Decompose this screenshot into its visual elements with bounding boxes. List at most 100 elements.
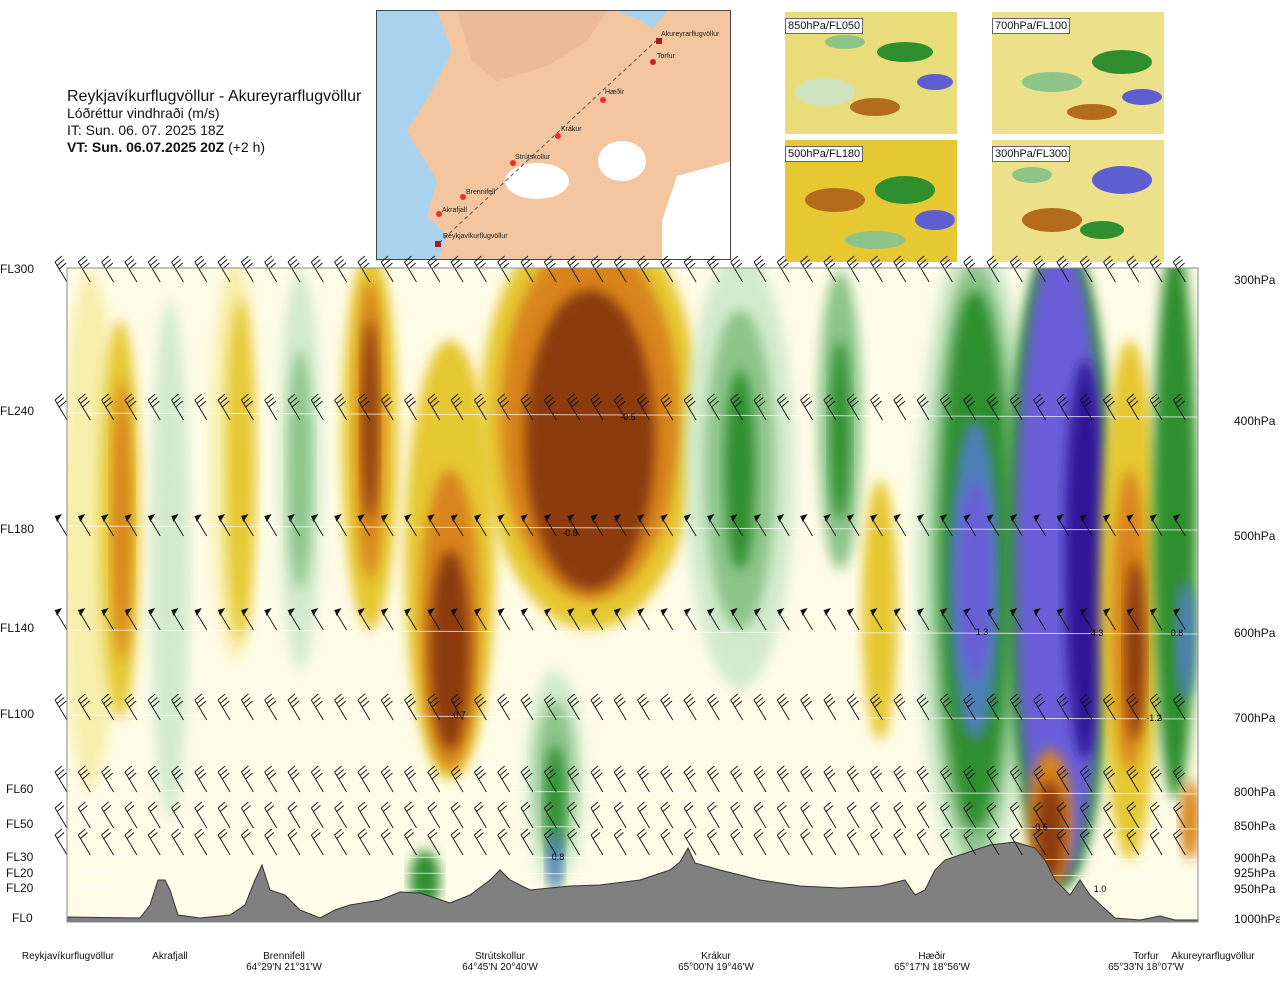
wind-barb	[1149, 801, 1163, 829]
terrain-profile	[66, 841, 1199, 923]
wind-barb	[916, 393, 930, 421]
thumbnail-700[interactable]: 700hPa/FL100	[992, 12, 1164, 134]
wind-barb	[730, 514, 744, 537]
wind-barb	[776, 828, 790, 856]
wind-barb	[940, 828, 953, 856]
wind-barb	[1079, 608, 1093, 631]
waypoint-label: Reykjavíkurflugvöllur	[22, 951, 114, 962]
velocity-contour	[150, 300, 190, 820]
level-label-left: FL180	[0, 522, 35, 536]
wind-barb	[1103, 801, 1116, 829]
wind-barb	[147, 801, 161, 829]
wind-barb	[54, 393, 68, 421]
value-label: 1.0	[1094, 884, 1107, 894]
map-label-reykjavik: Reykjavíkurflugvöllur	[443, 233, 508, 240]
velocity-contour	[226, 300, 254, 640]
pressure-line	[67, 412, 1198, 418]
waypoint-label: Krákur 65°00'N 19°46'W	[678, 951, 754, 973]
wind-barb	[1126, 828, 1140, 856]
wind-barb	[1103, 828, 1116, 856]
wind-barb	[450, 608, 464, 631]
level-label-right: 300hPa	[1234, 273, 1276, 287]
wind-barb	[1103, 765, 1116, 793]
map-label-brennifell: Brennifell	[466, 189, 496, 196]
wind-barb	[683, 693, 697, 721]
wind-barb	[753, 693, 767, 721]
wind-barb	[940, 393, 953, 421]
wind-barb	[1009, 514, 1023, 537]
wind-barb	[660, 693, 674, 721]
wind-barb	[590, 765, 604, 793]
wind-barb	[893, 693, 907, 721]
wind-barb	[380, 514, 394, 537]
wind-barb	[986, 514, 1000, 537]
wind-barb	[427, 801, 441, 829]
wind-barb	[660, 393, 674, 421]
wind-barb	[171, 801, 184, 829]
akureyri-marker	[656, 38, 662, 44]
wind-barb	[1173, 608, 1186, 631]
wind-barb	[776, 608, 790, 631]
wind-barb	[310, 608, 324, 631]
pressure-line	[67, 824, 1198, 830]
wind-barb	[567, 693, 580, 721]
wind-barb	[1033, 514, 1046, 537]
thumbnail-850[interactable]: 850hPa/FL050	[785, 12, 957, 134]
wind-barb	[1126, 693, 1140, 721]
wind-barb	[613, 765, 627, 793]
wind-barb	[287, 828, 301, 856]
wind-barb	[1056, 608, 1070, 631]
wind-barb	[613, 828, 627, 856]
wind-barb	[101, 828, 114, 856]
wind-barb	[683, 765, 697, 793]
wind-barb	[334, 514, 347, 537]
wind-barb	[404, 514, 417, 537]
wind-barb	[730, 828, 744, 856]
route-map[interactable]: Akureyrarflugvöllur Torfur Hæðir Krákur …	[376, 10, 731, 260]
thumbnail-500[interactable]: 500hPa/FL180	[785, 140, 957, 262]
wind-barb	[637, 765, 650, 793]
value-label: 1.3	[976, 627, 989, 637]
wind-barb	[800, 608, 813, 631]
wind-barb	[474, 765, 487, 793]
wind-barb	[567, 608, 580, 631]
wind-barb	[380, 608, 394, 631]
wind-barb	[1173, 765, 1186, 793]
wind-barb	[893, 255, 907, 283]
wind-barb	[683, 828, 697, 856]
wind-barb	[893, 393, 907, 421]
wind-barb	[1079, 693, 1093, 721]
thumbnail-300[interactable]: 300hPa/FL300	[992, 140, 1164, 262]
wind-barb	[1149, 608, 1163, 631]
wind-barb	[707, 693, 720, 721]
wind-barb	[590, 514, 604, 537]
wind-barb	[707, 765, 720, 793]
wind-barb	[823, 608, 837, 631]
wind-barb	[520, 393, 534, 421]
wind-barb	[147, 514, 161, 537]
wind-barb	[497, 765, 511, 793]
wind-barb	[683, 255, 697, 283]
wind-barb	[194, 693, 208, 721]
wind-barb	[1103, 393, 1116, 421]
wind-barb	[963, 393, 977, 421]
wind-barb	[1173, 801, 1186, 829]
chart-header: Reykjavíkurflugvöllur - Akureyrarflugvöl…	[67, 88, 361, 156]
wind-barb	[194, 828, 208, 856]
wind-barb	[194, 801, 208, 829]
wind-barb	[310, 828, 324, 856]
wind-barb	[520, 765, 534, 793]
wind-barb	[776, 693, 790, 721]
wind-barb	[520, 514, 534, 537]
wind-barb	[613, 514, 627, 537]
wind-barb	[171, 393, 184, 421]
wind-barb	[637, 828, 650, 856]
highlands-north	[457, 11, 607, 81]
wind-barb	[613, 255, 627, 283]
value-label: -1.2	[1146, 713, 1162, 723]
map-label-strutskollur: Strútskollur	[515, 154, 551, 161]
waypoint-name: Hæðir	[918, 951, 946, 962]
wind-barb	[77, 801, 91, 829]
wind-barb	[171, 608, 184, 631]
wind-barb	[334, 393, 347, 421]
